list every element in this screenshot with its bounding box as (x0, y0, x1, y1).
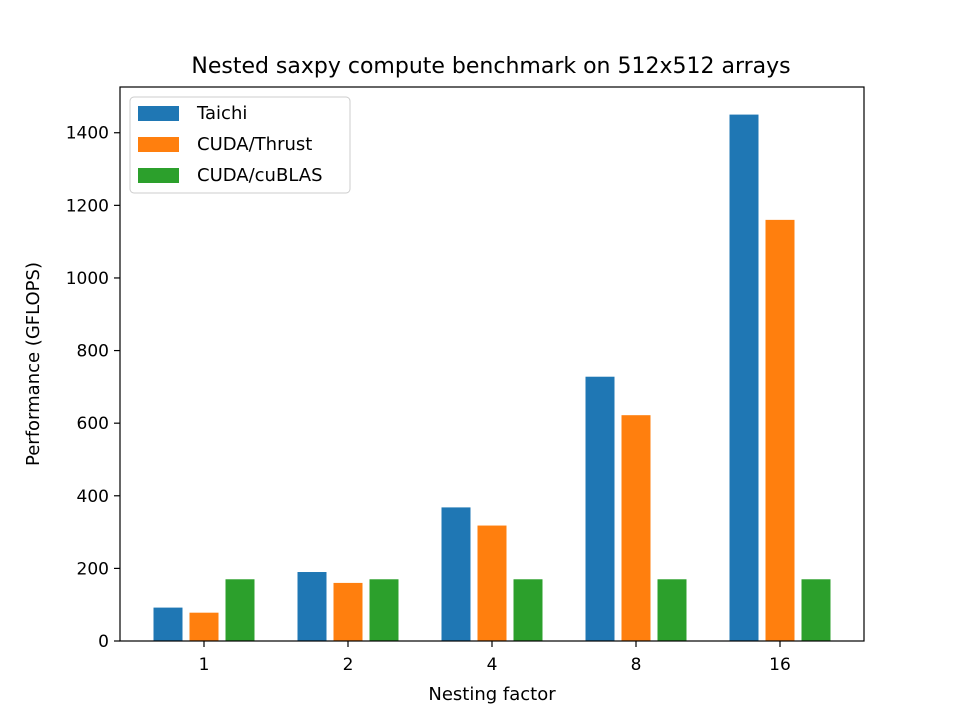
bar-taichi-1 (153, 607, 183, 641)
bar-taichi-8 (585, 376, 615, 641)
x-axis: 1 2 4 8 16 (199, 641, 791, 675)
bar-taichi-2 (297, 572, 327, 641)
y-tick-label: 400 (77, 487, 109, 507)
y-tick-label: 0 (98, 632, 109, 652)
y-tick-label: 200 (77, 559, 109, 579)
bar-cuda-cublas-16 (801, 579, 831, 641)
x-tick-label: 4 (487, 655, 498, 675)
legend-swatch (138, 168, 179, 183)
chart-title: Nested saxpy compute benchmark on 512x51… (191, 54, 790, 79)
y-tick-label: 1000 (66, 269, 109, 289)
bar-cuda-thrust-4 (477, 525, 507, 641)
y-tick-label: 1400 (66, 124, 109, 144)
legend-swatch (138, 106, 179, 121)
bar-cuda-thrust-2 (333, 582, 363, 641)
bar-cuda-thrust-1 (189, 612, 219, 641)
x-tick-label: 1 (199, 655, 210, 675)
legend-swatch (138, 137, 179, 152)
bar-cuda-thrust-16 (765, 219, 795, 641)
bar-cuda-cublas-8 (657, 579, 687, 641)
legend-label: CUDA/Thrust (197, 134, 312, 155)
bar-cuda-thrust-8 (621, 415, 651, 641)
x-tick-label: 2 (343, 655, 354, 675)
bar-cuda-cublas-2 (369, 579, 399, 641)
legend: Taichi CUDA/Thrust CUDA/cuBLAS (129, 96, 351, 194)
bar-cuda-cublas-4 (513, 579, 543, 641)
bar-cuda-cublas-1 (225, 579, 255, 641)
y-tick-label: 800 (77, 342, 109, 362)
bar-taichi-16 (729, 114, 759, 642)
x-tick-label: 8 (631, 655, 642, 675)
x-tick-label: 16 (769, 655, 791, 675)
y-axis: 0 200 400 600 800 1000 1200 1400 (66, 124, 120, 652)
plot-area (153, 114, 831, 642)
y-axis-label: Performance (GFLOPS) (23, 262, 44, 466)
x-axis-label: Nesting factor (428, 684, 556, 705)
y-tick-label: 1200 (66, 196, 109, 216)
legend-box (129, 96, 351, 194)
legend-label: Taichi (196, 103, 247, 124)
legend-label: CUDA/cuBLAS (197, 165, 323, 186)
y-tick-label: 600 (77, 414, 109, 434)
bar-taichi-4 (441, 507, 471, 641)
